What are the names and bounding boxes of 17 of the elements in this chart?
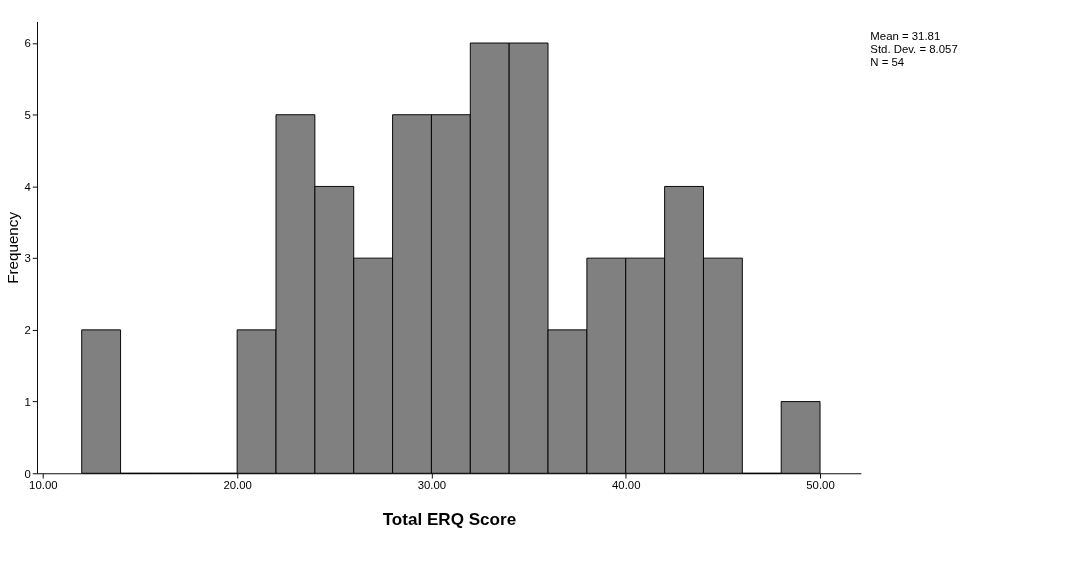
x-tick-label: 50.00 [806,478,835,491]
y-axis-title: Frequency [3,211,21,284]
y-tick-label: 0 [24,467,31,480]
text: Mean = 31.81 [870,29,941,42]
x-axis-title: Total ERQ Score [382,510,517,530]
x-tick-label: 40.00 [611,478,641,491]
y-tick-label: 3 [24,252,31,265]
x-tick-label: 30.00 [417,478,447,491]
x-tick-label: 10.00 [29,478,58,491]
y-tick-label: 5 [24,109,31,121]
y-tick-label: 1 [24,395,31,408]
text: Std. Dev. = 8.057 [870,42,958,55]
y-tick-label: 4 [24,180,31,193]
text: N = 54 [870,56,905,69]
x-tick-label: 20.00 [223,478,252,491]
y-tick-label: 2 [24,324,31,337]
y-tick-label: 6 [24,37,31,50]
